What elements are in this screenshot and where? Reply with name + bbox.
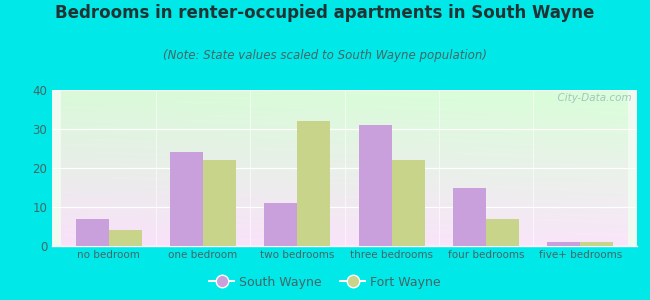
Bar	[547, 242, 580, 246]
Bar	[109, 230, 142, 246]
Bar	[265, 203, 297, 246]
Bar	[392, 160, 424, 246]
Bar	[453, 188, 486, 246]
Bar	[580, 242, 614, 246]
Bar	[297, 121, 330, 246]
Legend: South Wayne, Fort Wayne: South Wayne, Fort Wayne	[204, 271, 446, 294]
Text: City-Data.com: City-Data.com	[551, 93, 631, 103]
Text: Bedrooms in renter-occupied apartments in South Wayne: Bedrooms in renter-occupied apartments i…	[55, 4, 595, 22]
Text: (Note: State values scaled to South Wayne population): (Note: State values scaled to South Wayn…	[163, 50, 487, 62]
Bar	[170, 152, 203, 246]
Bar	[203, 160, 236, 246]
Bar	[486, 219, 519, 246]
Bar	[75, 219, 109, 246]
Bar	[359, 125, 392, 246]
